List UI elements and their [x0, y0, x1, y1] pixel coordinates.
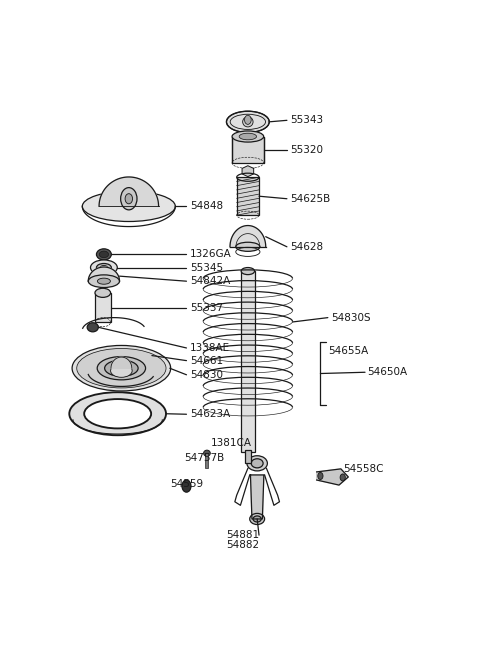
Bar	[244, 449, 251, 463]
Text: 55343: 55343	[290, 116, 324, 125]
Ellipse shape	[110, 364, 132, 377]
Text: 1381CA: 1381CA	[211, 438, 252, 448]
Text: 54623A: 54623A	[190, 409, 230, 419]
Bar	[95, 293, 110, 322]
Text: 1338AE: 1338AE	[190, 343, 230, 353]
Text: 54842A: 54842A	[190, 276, 230, 286]
Bar	[144, 353, 151, 363]
Text: 54757B: 54757B	[185, 453, 225, 463]
Circle shape	[125, 194, 132, 204]
Circle shape	[340, 474, 345, 481]
Circle shape	[120, 188, 137, 210]
Ellipse shape	[96, 263, 111, 271]
Circle shape	[244, 115, 251, 124]
Ellipse shape	[232, 131, 264, 142]
Ellipse shape	[204, 450, 210, 456]
Ellipse shape	[69, 392, 166, 435]
Polygon shape	[230, 225, 266, 247]
Text: 1326GA: 1326GA	[190, 250, 232, 260]
Polygon shape	[251, 475, 264, 519]
Text: 54650A: 54650A	[367, 367, 407, 377]
Text: 54661: 54661	[190, 355, 223, 366]
Ellipse shape	[250, 513, 264, 524]
Circle shape	[318, 472, 323, 480]
Ellipse shape	[97, 278, 110, 284]
Ellipse shape	[105, 360, 138, 376]
Text: 54882: 54882	[226, 540, 259, 551]
Ellipse shape	[91, 260, 117, 275]
Ellipse shape	[88, 275, 120, 288]
Ellipse shape	[77, 348, 166, 388]
Text: 54625B: 54625B	[290, 194, 331, 204]
Ellipse shape	[253, 516, 261, 522]
Polygon shape	[242, 166, 253, 177]
Text: 54559: 54559	[170, 478, 203, 489]
Polygon shape	[99, 177, 158, 206]
Text: 54881: 54881	[226, 530, 259, 540]
Polygon shape	[88, 267, 120, 281]
Text: 55345: 55345	[190, 263, 223, 273]
Text: 54830: 54830	[190, 370, 223, 380]
Text: 54558C: 54558C	[343, 464, 383, 474]
Ellipse shape	[241, 267, 254, 275]
Circle shape	[182, 480, 191, 492]
Ellipse shape	[95, 288, 110, 298]
Ellipse shape	[83, 191, 175, 221]
Ellipse shape	[100, 265, 108, 269]
Text: 55337: 55337	[190, 302, 223, 313]
Ellipse shape	[251, 459, 263, 468]
Ellipse shape	[97, 357, 145, 380]
Ellipse shape	[96, 249, 111, 260]
Polygon shape	[317, 469, 348, 485]
Bar	[241, 271, 254, 452]
Text: 54628: 54628	[290, 242, 324, 252]
Ellipse shape	[239, 133, 256, 140]
Ellipse shape	[227, 111, 269, 133]
Polygon shape	[111, 357, 132, 368]
Bar	[205, 453, 208, 468]
Text: 55320: 55320	[290, 145, 324, 154]
Text: 54830S: 54830S	[332, 313, 371, 323]
Ellipse shape	[99, 251, 108, 258]
Bar	[100, 353, 107, 363]
Ellipse shape	[247, 456, 267, 471]
Bar	[237, 177, 259, 215]
Ellipse shape	[84, 399, 151, 428]
Ellipse shape	[72, 346, 171, 391]
Ellipse shape	[87, 323, 98, 332]
Bar	[232, 137, 264, 163]
Text: 54655A: 54655A	[328, 346, 368, 355]
Text: 54848: 54848	[190, 201, 223, 212]
Ellipse shape	[236, 242, 260, 252]
Ellipse shape	[243, 117, 253, 127]
